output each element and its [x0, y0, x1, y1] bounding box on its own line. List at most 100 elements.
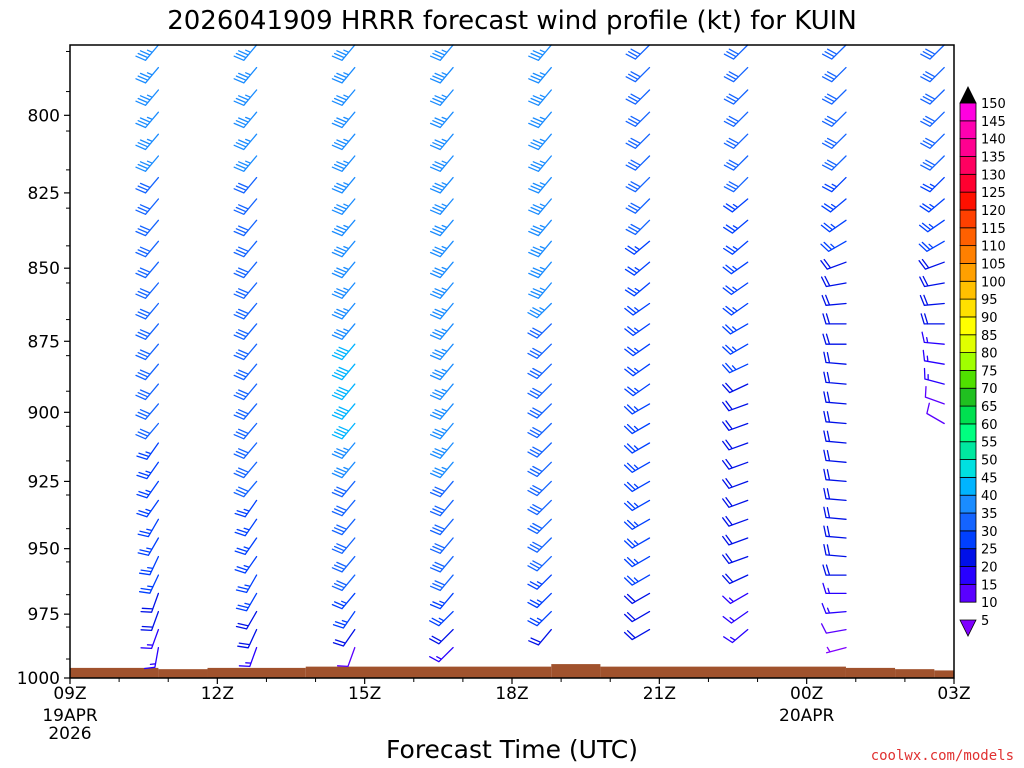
- x-tick-label-21Z: 21Z: [643, 684, 676, 704]
- wind-barb: [429, 323, 454, 340]
- wind-barb: [429, 343, 454, 361]
- x-tick-year-09Z: 2026: [48, 724, 91, 744]
- wind-barb: [823, 506, 847, 520]
- wind-barb: [429, 219, 454, 237]
- wind-barb: [823, 410, 847, 425]
- wind-barb: [332, 610, 356, 629]
- wind-barb: [331, 219, 356, 237]
- wind-barb: [331, 323, 356, 340]
- colorbar-label-25: 25: [981, 543, 998, 558]
- wind-barb: [821, 176, 847, 193]
- barb-column-7: [820, 44, 847, 654]
- colorbar-swatch-75: [959, 352, 977, 371]
- wind-barb: [331, 176, 356, 194]
- wind-barb: [823, 468, 847, 483]
- wind-barb: [821, 66, 847, 83]
- colorbar-swatch-10: [959, 583, 977, 603]
- wind-barb: [234, 499, 258, 518]
- wind-barb: [528, 198, 552, 215]
- credit-text: coolwx.com/models: [871, 748, 1014, 764]
- colorbar-swatch-55: [959, 423, 977, 443]
- barb-column-6: [722, 44, 749, 644]
- wind-barb: [429, 155, 454, 172]
- colorbar-swatch-140: [959, 120, 977, 140]
- wind-barb: [528, 89, 552, 106]
- wind-barb: [722, 515, 749, 527]
- colorbar-label-100: 100: [981, 275, 1006, 290]
- wind-barb: [331, 537, 356, 554]
- wind-barb: [822, 564, 847, 576]
- colorbar-label-80: 80: [981, 347, 998, 362]
- wind-barb: [331, 155, 356, 172]
- wind-barb: [135, 219, 160, 237]
- wind-barb: [625, 66, 651, 83]
- wind-barb: [625, 176, 651, 193]
- colorbar-swatch-130: [959, 156, 977, 175]
- wind-barb: [527, 499, 552, 516]
- x-tick-label-03Z: 03Z: [937, 684, 970, 704]
- wind-barb: [623, 480, 651, 493]
- wind-barb: [624, 282, 651, 297]
- wind-barb: [921, 331, 945, 345]
- wind-barb: [235, 574, 258, 594]
- wind-barb: [429, 240, 454, 258]
- wind-barb: [429, 302, 454, 320]
- colorbar-swatch-35: [959, 494, 977, 514]
- wind-barb: [233, 422, 258, 440]
- wind-barb: [429, 44, 454, 61]
- wind-barb: [136, 461, 160, 480]
- wind-barb: [821, 111, 847, 127]
- wind-barb: [135, 383, 160, 401]
- colorbar-label-70: 70: [981, 382, 998, 397]
- wind-barb: [625, 89, 651, 105]
- wind-barb: [722, 362, 749, 374]
- colorbar-label-65: 65: [981, 400, 998, 415]
- barb-column-8: [918, 44, 945, 425]
- wind-barb: [527, 610, 552, 627]
- colorbar-label-55: 55: [981, 436, 998, 451]
- wind-barb: [920, 133, 945, 149]
- y-tick-label-800: 800: [28, 106, 60, 126]
- wind-barb: [722, 478, 749, 489]
- x-tick-label-09Z: 09Z: [53, 684, 86, 704]
- colorbar-label-50: 50: [981, 454, 998, 469]
- colorbar-swatch-20: [959, 548, 977, 567]
- wind-barb: [722, 282, 749, 296]
- colorbar-swatch-65: [959, 387, 977, 407]
- wind-barb: [722, 382, 749, 394]
- wind-barb: [233, 282, 258, 299]
- wind-barb: [331, 66, 356, 84]
- wind-barb: [233, 111, 258, 129]
- wind-barb: [823, 449, 847, 463]
- wind-barb: [135, 240, 160, 258]
- wind-barb: [135, 111, 160, 129]
- colorbar-swatch-85: [959, 316, 977, 336]
- x-tick-label-15Z: 15Z: [348, 684, 381, 704]
- wind-barb: [623, 442, 651, 454]
- wind-barb: [429, 461, 454, 479]
- wind-barb: [234, 555, 258, 574]
- wind-barb: [527, 518, 552, 535]
- wind-barb: [920, 66, 945, 83]
- wind-barb: [136, 442, 160, 460]
- colorbar-label-140: 140: [981, 133, 1006, 148]
- wind-barb: [429, 518, 454, 536]
- wind-barb: [920, 313, 945, 325]
- terrain-segment-0: [70, 667, 159, 678]
- wind-barb: [723, 240, 749, 255]
- wind-barb: [527, 383, 552, 399]
- colorbar-swatch-145: [959, 102, 977, 122]
- wind-barb: [918, 258, 945, 270]
- terrain-segment-5: [600, 666, 846, 678]
- wind-barb: [331, 383, 356, 401]
- wind-barb: [429, 480, 454, 498]
- colorbar-swatch-150: [959, 86, 977, 104]
- wind-barb: [135, 302, 160, 320]
- wind-barb: [527, 363, 552, 380]
- wind-barb: [821, 198, 847, 213]
- wind-barb: [821, 294, 847, 306]
- wind-barb: [723, 133, 749, 149]
- terrain-segment-2: [207, 667, 306, 678]
- chart-title: 2026041909 HRRR forecast wind profile (k…: [167, 6, 857, 36]
